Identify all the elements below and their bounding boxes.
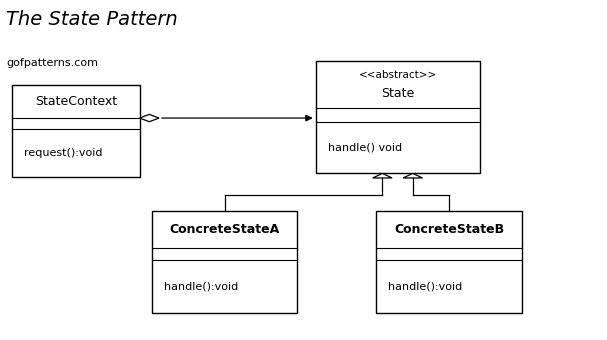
Bar <box>12 85 140 177</box>
Polygon shape <box>373 173 392 178</box>
Polygon shape <box>403 173 422 178</box>
Text: State: State <box>381 87 414 100</box>
Bar <box>316 61 480 173</box>
Text: <<abstract>>: <<abstract>> <box>359 70 436 80</box>
Text: handle():void: handle():void <box>164 281 238 291</box>
Text: gofpatterns.com: gofpatterns.com <box>6 58 98 68</box>
Bar <box>152 211 297 313</box>
Text: handle() void: handle() void <box>328 142 402 153</box>
Text: The State Pattern: The State Pattern <box>6 10 178 29</box>
Text: request():void: request():void <box>24 148 103 158</box>
Text: handle():void: handle():void <box>388 281 463 291</box>
Text: ConcreteStateA: ConcreteStateA <box>169 223 280 236</box>
Text: ConcreteStateB: ConcreteStateB <box>394 223 504 236</box>
Polygon shape <box>140 114 159 122</box>
Text: StateContext: StateContext <box>35 95 117 108</box>
Bar <box>376 211 522 313</box>
